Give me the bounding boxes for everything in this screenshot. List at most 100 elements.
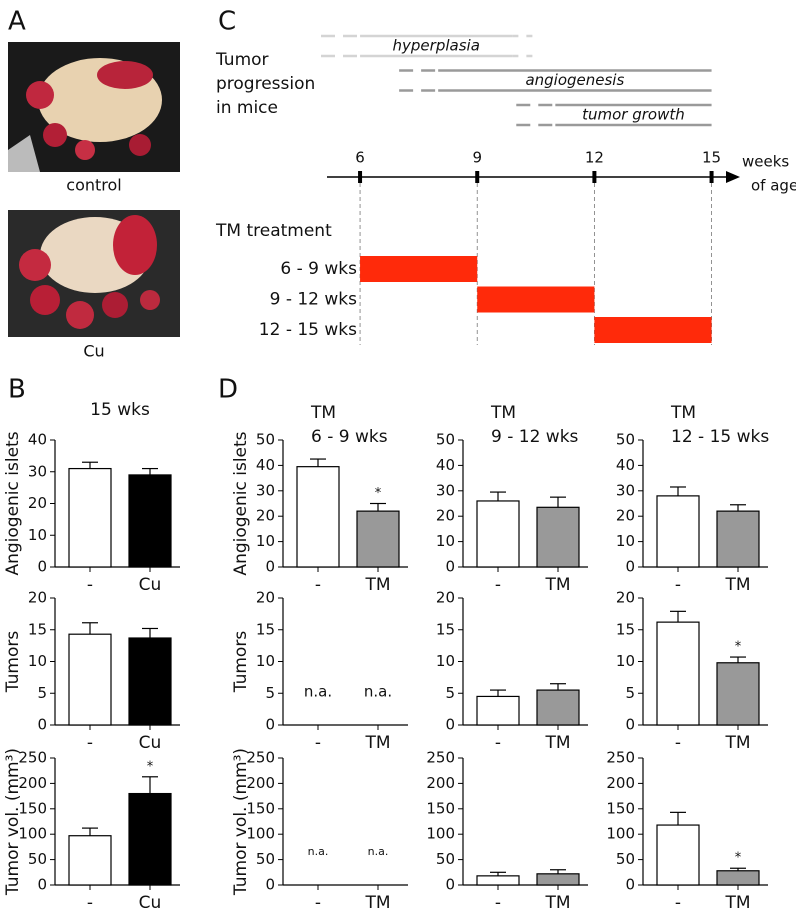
- chart-title: 15 wks: [90, 400, 150, 420]
- y-tick-label: 0: [445, 876, 455, 894]
- x-tick-label: -: [87, 575, 93, 595]
- bar: [68, 835, 112, 886]
- x-tick-label: TM: [544, 733, 570, 753]
- y-tick-label: 0: [625, 716, 635, 734]
- y-axis-label: Tumors: [231, 631, 251, 694]
- y-tick-label: 10: [256, 532, 275, 550]
- phase-label: angiogenesis: [525, 71, 624, 89]
- chart-title: 12 - 15 wks: [671, 427, 769, 447]
- diagram-title: in mice: [216, 98, 278, 118]
- value-label: n.a.: [304, 683, 332, 701]
- y-axis-label: Angiogenic islets: [3, 431, 23, 575]
- y-tick-label: 10: [616, 532, 635, 550]
- y-tick-label: 0: [445, 558, 455, 576]
- y-tick-label: 10: [436, 652, 455, 670]
- y-tick-label: 0: [37, 558, 47, 576]
- y-tick-label: 50: [256, 431, 275, 449]
- bar: [716, 870, 760, 886]
- x-tick-label: 15: [702, 149, 721, 167]
- y-tick-label: 40: [28, 431, 47, 449]
- bar: [536, 506, 580, 568]
- y-tick-label: 20: [616, 507, 635, 525]
- y-axis-label: Tumor vol. (mm³): [3, 748, 23, 896]
- x-tick-label: -: [675, 575, 681, 595]
- y-tick-label: 20: [256, 507, 275, 525]
- x-tick-label: -: [675, 893, 681, 913]
- diagram-title: progression: [216, 74, 315, 94]
- y-tick-label: 150: [606, 799, 635, 817]
- axis-arrow: [726, 171, 740, 183]
- significance-mark: *: [735, 851, 742, 866]
- bar: [716, 510, 760, 568]
- photo-caption: Cu: [83, 342, 104, 361]
- x-tick-label: -: [495, 733, 501, 753]
- y-tick-label: 40: [436, 456, 455, 474]
- bar: [656, 824, 700, 886]
- bar: [128, 474, 172, 568]
- bar: [128, 792, 172, 886]
- y-tick-label: 100: [18, 825, 47, 843]
- panel-label: B: [8, 375, 26, 405]
- bar: [476, 875, 520, 886]
- treatment-bar: [477, 286, 595, 313]
- bar: [656, 495, 700, 568]
- y-axis-label: Tumor vol. (mm³): [231, 748, 251, 896]
- chart-title: TM: [490, 403, 516, 423]
- y-tick-label: 250: [426, 749, 455, 767]
- x-tick-label: 9: [472, 149, 482, 167]
- bar: [296, 466, 340, 568]
- y-axis-label: Angiogenic islets: [231, 431, 251, 575]
- y-tick-label: 10: [616, 652, 635, 670]
- x-tick-label: Cu: [139, 733, 162, 753]
- y-tick-label: 40: [256, 456, 275, 474]
- chart-title: 9 - 12 wks: [491, 427, 579, 447]
- y-tick-label: 0: [625, 876, 635, 894]
- x-axis-label: weeks: [742, 153, 789, 171]
- y-tick-label: 20: [28, 589, 47, 607]
- y-tick-label: 20: [616, 589, 635, 607]
- y-tick-label: 5: [265, 684, 275, 702]
- value-label: n.a.: [368, 845, 389, 858]
- x-tick-label: -: [315, 575, 321, 595]
- y-tick-label: 15: [28, 620, 47, 638]
- value-label: n.a.: [364, 683, 392, 701]
- y-axis-label: Tumors: [3, 631, 23, 694]
- bar: [716, 662, 760, 726]
- y-tick-label: 250: [18, 749, 47, 767]
- y-tick-label: 0: [265, 558, 275, 576]
- value-label: n.a.: [308, 845, 329, 858]
- phase-label: tumor growth: [582, 106, 685, 124]
- y-tick-label: 50: [616, 431, 635, 449]
- treatment-label: 9 - 12 wks: [270, 290, 358, 310]
- bar: [68, 467, 112, 568]
- chart-title: 6 - 9 wks: [311, 427, 388, 447]
- y-tick-label: 150: [246, 799, 275, 817]
- bar: [356, 510, 400, 568]
- y-tick-label: 0: [265, 876, 275, 894]
- y-tick-label: 250: [246, 749, 275, 767]
- y-tick-label: 200: [18, 774, 47, 792]
- y-tick-label: 20: [28, 494, 47, 512]
- x-tick-label: -: [315, 733, 321, 753]
- chart-title: TM: [670, 403, 696, 423]
- x-tick-label: TM: [364, 733, 390, 753]
- significance-mark: *: [735, 640, 742, 655]
- bar: [128, 637, 172, 726]
- y-tick-label: 100: [246, 825, 275, 843]
- y-tick-label: 10: [256, 652, 275, 670]
- treatment-label: 12 - 15 wks: [259, 320, 357, 340]
- treatment-bar: [594, 317, 712, 343]
- chart-title: TM: [310, 403, 336, 423]
- y-tick-label: 20: [436, 507, 455, 525]
- photo: [8, 210, 180, 337]
- x-tick-label: -: [87, 893, 93, 913]
- x-tick-label: Cu: [139, 893, 162, 913]
- y-tick-label: 150: [426, 799, 455, 817]
- y-tick-label: 100: [426, 825, 455, 843]
- bar: [476, 500, 520, 568]
- panel-label: A: [8, 7, 26, 37]
- y-tick-label: 50: [28, 850, 47, 868]
- x-tick-label: TM: [724, 733, 750, 753]
- bar: [656, 621, 700, 726]
